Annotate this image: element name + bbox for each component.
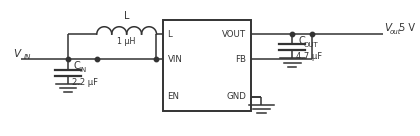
Text: VOUT: VOUT — [222, 30, 246, 39]
Text: L: L — [124, 11, 129, 21]
Text: 4.7 μF: 4.7 μF — [297, 52, 323, 61]
Text: IN: IN — [79, 67, 87, 73]
Text: GND: GND — [226, 92, 246, 101]
Text: C: C — [298, 36, 305, 46]
Text: out: out — [390, 29, 402, 35]
Text: V: V — [384, 23, 391, 33]
Text: OUT: OUT — [303, 42, 318, 48]
Text: FB: FB — [235, 55, 246, 64]
Text: 1 μH: 1 μH — [118, 37, 136, 46]
Text: 5 V: 5 V — [399, 23, 415, 33]
Text: IN: IN — [24, 54, 32, 60]
Text: L: L — [168, 30, 172, 39]
Text: V: V — [13, 49, 20, 59]
Text: VIN: VIN — [168, 55, 182, 64]
Text: C: C — [74, 61, 81, 71]
Text: 2.2 μF: 2.2 μF — [72, 78, 98, 87]
Bar — [163, 20, 251, 111]
Text: EN: EN — [168, 92, 180, 101]
